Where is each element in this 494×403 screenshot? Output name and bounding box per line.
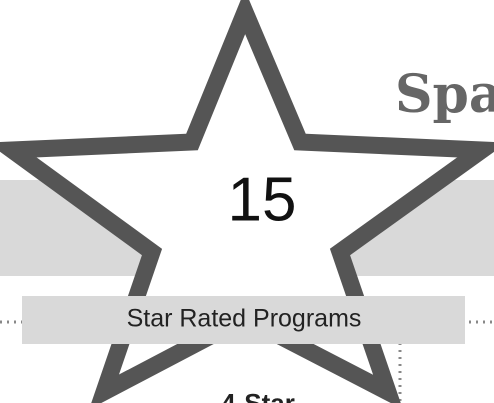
badge-number: 15 <box>228 165 297 234</box>
column-heading: 4-Star <box>221 388 295 403</box>
badge-label-box <box>22 296 465 344</box>
page-title: Spa <box>395 64 494 125</box>
badge-label: Star Rated Programs <box>127 305 362 333</box>
